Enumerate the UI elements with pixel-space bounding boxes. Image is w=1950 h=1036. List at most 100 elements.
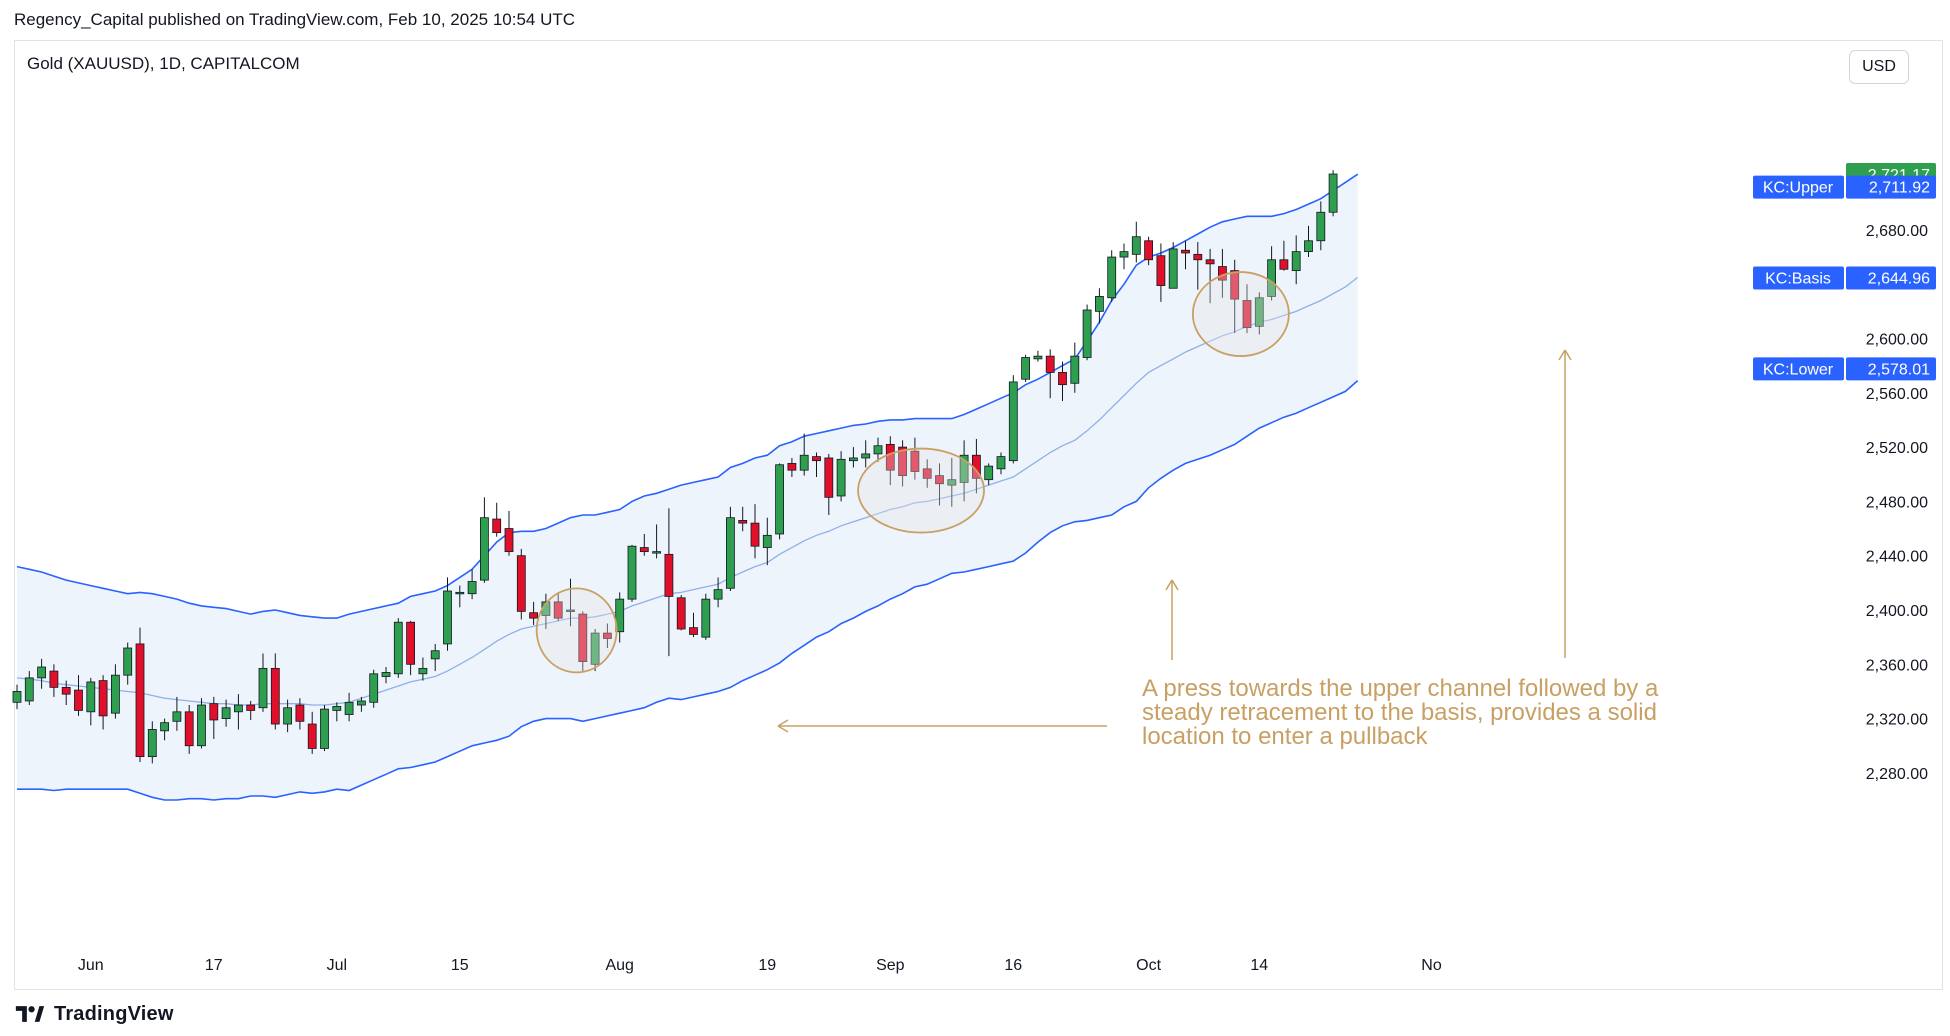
candle-down (1230, 270, 1240, 300)
candle-up (283, 707, 293, 725)
candle-up (479, 517, 489, 581)
candle-up (111, 674, 120, 714)
candle-up (627, 545, 637, 600)
candle-up (1021, 357, 1030, 380)
candle-up (1328, 173, 1338, 213)
candle-down (135, 643, 145, 758)
candle-down (738, 520, 748, 524)
candle-up (799, 454, 809, 471)
annotation-text-line: steady retracement to the basis, provide… (1142, 699, 1657, 726)
x-axis-tick-label: 16 (1004, 957, 1022, 974)
candle-down (898, 446, 907, 477)
candle-up (369, 673, 379, 703)
candle-down (664, 553, 674, 597)
indicator-value-badge (1846, 266, 1936, 290)
candle-down (406, 621, 416, 665)
candle-up (959, 454, 969, 483)
x-axis-tick-label: 15 (451, 957, 469, 974)
candle-up (197, 704, 206, 747)
candle-up (418, 667, 428, 675)
candle-up (873, 445, 883, 455)
candle-up (1107, 256, 1117, 299)
candle-up (615, 598, 625, 633)
candle-up (861, 453, 871, 459)
keltner-upper-line (16, 173, 1359, 619)
candle-down (1193, 253, 1203, 261)
y-axis-tick-label: 2,560.00 (1866, 386, 1928, 403)
x-axis-tick-label: Jul (327, 957, 347, 974)
candle-down (910, 450, 920, 472)
candle-up (590, 632, 600, 665)
indicator-value-label: 2,578.01 (1868, 361, 1930, 378)
candle-up (836, 458, 846, 497)
candle-down (516, 555, 526, 612)
candle-down (61, 686, 71, 695)
indicator-name-label: KC:Lower (1763, 361, 1834, 378)
candle-down (639, 547, 649, 553)
chart-pane[interactable] (14, 40, 1943, 990)
tradingview-logo[interactable]: TradingView (14, 1000, 174, 1028)
indicator-name-badge (1753, 175, 1844, 199)
indicator-value-label: 2,711.92 (1869, 180, 1930, 197)
y-axis-tick-label: 2,320.00 (1866, 712, 1928, 729)
candle-down (49, 670, 59, 688)
x-axis-tick-label: Sep (876, 957, 905, 974)
annotation-arrowhead (1165, 579, 1179, 591)
candle-up (320, 708, 329, 749)
annotation-text-line: location to enter a pullback (1142, 723, 1429, 750)
candle-up (258, 667, 268, 709)
keltner-channel-fill (17, 174, 1358, 800)
candle-up (984, 465, 994, 481)
candle-up (1082, 309, 1092, 358)
tradingview-wordmark: TradingView (54, 1002, 174, 1025)
candle-down (676, 597, 686, 630)
candle-up (652, 551, 661, 554)
candle-down (246, 704, 256, 711)
candle-down (812, 456, 821, 462)
y-axis-tick-label: 2,520.00 (1866, 440, 1928, 457)
y-axis-tick-label: 2,400.00 (1866, 603, 1928, 620)
candle-down (1144, 240, 1153, 261)
x-axis-tick-label: No (1421, 957, 1442, 974)
indicator-name-label: KC:Upper (1763, 180, 1834, 197)
candle-up (947, 479, 957, 486)
candle-up (1291, 251, 1301, 272)
candle-up (1095, 296, 1104, 312)
candle-up (996, 456, 1006, 470)
annotation-arrowhead (777, 719, 789, 733)
symbol-legend: Gold (XAUUSD), 1D, CAPITALCOM (27, 54, 300, 73)
indicator-value-label: 2,644.96 (1868, 270, 1930, 287)
indicator-value-badge (1846, 175, 1936, 199)
candle-down (1181, 249, 1190, 254)
candle-up (566, 609, 575, 612)
candle-up (762, 534, 772, 548)
candle-down (689, 627, 698, 635)
candle-up (12, 691, 22, 703)
candle-down (922, 468, 932, 479)
y-axis-tick-label: 2,360.00 (1866, 657, 1928, 674)
annotation-text-line: A press towards the upper channel follow… (1142, 675, 1659, 702)
indicator-value-badge (1846, 357, 1936, 381)
candle-up (24, 677, 34, 702)
candle-up (1316, 211, 1326, 242)
x-axis-tick-label: 17 (205, 957, 223, 974)
candle-down (295, 704, 305, 722)
candle-up (701, 598, 711, 638)
candle-down (750, 522, 760, 547)
candle-up (726, 517, 735, 589)
candle-up (344, 701, 354, 715)
candle-down (307, 723, 317, 749)
candle-up (1304, 240, 1313, 253)
currency-button[interactable]: USD (1849, 50, 1909, 84)
y-axis-tick-label: 2,440.00 (1866, 549, 1928, 566)
candle-up (455, 591, 465, 595)
candle-down (270, 667, 280, 725)
candle-up (1131, 236, 1141, 255)
candle-up (221, 707, 231, 719)
candle-up (381, 672, 391, 677)
candle-up (233, 704, 243, 713)
candle-down (184, 711, 194, 747)
candle-up (37, 666, 46, 679)
candle-down (935, 475, 944, 485)
